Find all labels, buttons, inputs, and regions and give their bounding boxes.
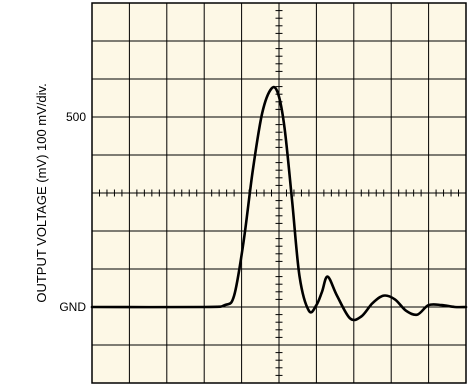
grid-lines — [92, 3, 466, 383]
y-tick-label: 500 — [66, 110, 86, 124]
plot-frame — [91, 2, 467, 384]
y-tick-labels: 500 GND — [59, 110, 86, 314]
y-axis-title: OUTPUT VOLTAGE (mV) 100 mV/div. — [34, 83, 49, 302]
y-tick-label: GND — [59, 300, 86, 314]
output-voltage-trace — [90, 85, 468, 322]
